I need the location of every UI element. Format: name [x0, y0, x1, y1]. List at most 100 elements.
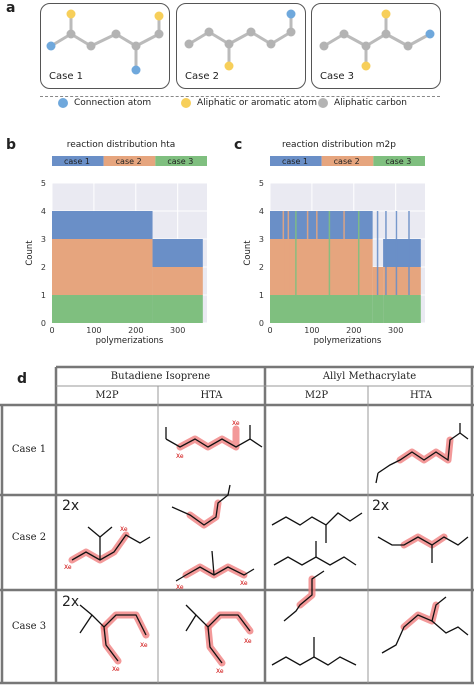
chart-c-bar-case-3 — [270, 295, 373, 323]
legend-aliphatic: Aliphatic carbon — [318, 98, 407, 108]
chart-c-stripe — [295, 211, 297, 295]
chart-c: 0 1 2 3 4 5 0 100 200 300 polymerizations Count case… — [243, 156, 425, 345]
multiplier-case2-bi-m2p: 2x — [62, 498, 80, 514]
chart-c-stripe — [385, 211, 387, 295]
panel-a-letter: a — [6, 0, 16, 16]
chart-c-stripe — [408, 211, 410, 295]
legend-divider — [40, 96, 440, 97]
subheader-am-hta: HTA — [409, 390, 433, 401]
case-1-molecule — [46, 9, 164, 75]
xe-label: Xe — [176, 453, 184, 460]
chart-c-stripe — [343, 211, 345, 295]
chart-c-stripe — [328, 211, 331, 295]
legend-connection: Connection atom — [58, 98, 151, 108]
aliphatic-dot-icon — [318, 98, 328, 108]
chart-c-legend-label-0: case 1 — [282, 157, 308, 166]
chart-c-bar-case-1 — [383, 239, 421, 267]
chart-b-ytick: 0 — [41, 319, 46, 328]
molecule-case2-bi-hta: Xe Xe — [171, 484, 255, 591]
chart-b-bar-case-1 — [152, 239, 203, 267]
molecule-case3-bi-hta: Xe Xe — [185, 604, 254, 675]
row-case-1: Case 1 — [11, 444, 47, 455]
chart-c-stripe — [306, 211, 309, 295]
chart-b-xtick: 300 — [170, 326, 185, 335]
molecule-case3-am-hta — [381, 596, 469, 654]
chart-c-bar-case-2 — [270, 239, 373, 295]
subheader-bi-hta: HTA — [200, 390, 223, 401]
chart-c-xtick: 200 — [346, 326, 361, 335]
legend-aromatic: Aliphatic or aromatic atom — [181, 98, 317, 108]
row-case-2: Case 2 — [11, 532, 47, 543]
chart-b-xtick: 0 — [49, 326, 54, 335]
chart-b-legend-swatch-1 — [103, 156, 156, 166]
chart-c-ytick: 1 — [259, 291, 264, 300]
case-3-label: Case 3 — [320, 71, 355, 82]
xe-label: Xe — [240, 580, 248, 587]
xe-label: Xe — [120, 526, 128, 533]
chart-b-bar-case-1 — [52, 211, 153, 239]
chart-c-bar-case-1 — [270, 211, 373, 239]
xe-label: Xe — [64, 564, 72, 571]
multiplier-case3-bi-m2p: 2x — [62, 594, 80, 610]
chart-c-ytick: 2 — [259, 263, 264, 272]
chart-c-legend-swatch-1 — [321, 156, 374, 166]
chart-b-bar-case-3 — [152, 295, 203, 323]
chart-c-stripe — [287, 211, 290, 295]
case-1-label: Case 1 — [49, 71, 84, 82]
chart-b-ytick: 5 — [41, 179, 46, 188]
case-2-molecule — [184, 9, 296, 71]
chart-b-title: reaction distribution hta — [66, 140, 176, 150]
header-allyl-methacrylate: Allyl Methacrylate — [322, 371, 417, 382]
chart-c-stripe — [357, 211, 360, 295]
molecule-case1-bi-hta: Xe Xe — [165, 420, 263, 460]
row-case-3: Case 3 — [11, 621, 47, 632]
molecule-case2-bi-m2p: Xe Xe — [64, 526, 151, 571]
chart-c-title: reaction distribution m2p — [282, 140, 396, 150]
chart-c-bar-case-2 — [383, 267, 421, 295]
chart-b-legend-swatch-2 — [155, 156, 207, 166]
chart-b-ylabel: Count — [25, 240, 35, 266]
chart-b-legend-label-1: case 2 — [116, 157, 142, 166]
table-grid — [0, 365, 474, 685]
chart-c-bar-case-3 — [383, 295, 421, 323]
panel-d-letter: d — [17, 371, 28, 387]
case-3-box: Case 3 — [311, 3, 441, 89]
chart-b-xtick: 100 — [86, 326, 101, 335]
chart-c-stripe — [395, 211, 398, 295]
molecule-case2-am-hta — [377, 533, 469, 563]
connection-dot-icon — [58, 98, 68, 108]
case-3-molecule — [319, 9, 435, 71]
molecule-case3-am-m2p — [271, 570, 357, 666]
legend-aromatic-label: Aliphatic or aromatic atom — [197, 98, 317, 108]
header-butadiene-isoprene: Butadiene Isoprene — [110, 371, 211, 382]
multiplier-case2-am-hta: 2x — [372, 498, 390, 514]
chart-b-ytick: 2 — [41, 263, 46, 272]
chart-c-stripe — [282, 211, 285, 295]
xe-label: Xe — [140, 642, 148, 649]
xe-label: Xe — [232, 420, 240, 427]
chart-c-stripe — [376, 211, 379, 295]
xe-label: Xe — [244, 638, 252, 645]
molecule-case1-am-hta — [375, 423, 469, 484]
chart-c-ylabel: Count — [243, 240, 253, 266]
table-molecules: .hl { stroke:#f08080; stroke-width:7; st… — [64, 420, 469, 675]
chart-c-xtick: 300 — [388, 326, 403, 335]
xe-label: Xe — [176, 584, 184, 591]
chart-c-bar-case-3 — [372, 295, 384, 323]
chart-b-bar-case-3 — [52, 295, 153, 323]
chart-b-bar-case-2 — [52, 239, 153, 295]
case-2-label: Case 2 — [185, 71, 220, 82]
chart-c-legend-label-1: case 2 — [334, 157, 360, 166]
chart-c-xtick: 0 — [267, 326, 272, 335]
molecule-case2-am-m2p — [271, 512, 363, 566]
chart-c-legend-swatch-2 — [373, 156, 425, 166]
chart-b-bar-case-2 — [152, 267, 203, 295]
xe-label: Xe — [112, 666, 120, 673]
subheader-am-m2p: M2P — [304, 390, 329, 401]
chart-b-ytick: 4 — [41, 207, 46, 216]
molecule-case3-bi-m2p: Xe Xe — [79, 604, 150, 673]
chart-c-xtick: 100 — [304, 326, 319, 335]
chart-b-legend-label-2: case 3 — [167, 157, 193, 166]
chart-b-ytick: 3 — [41, 235, 46, 244]
aromatic-dot-icon — [181, 98, 191, 108]
